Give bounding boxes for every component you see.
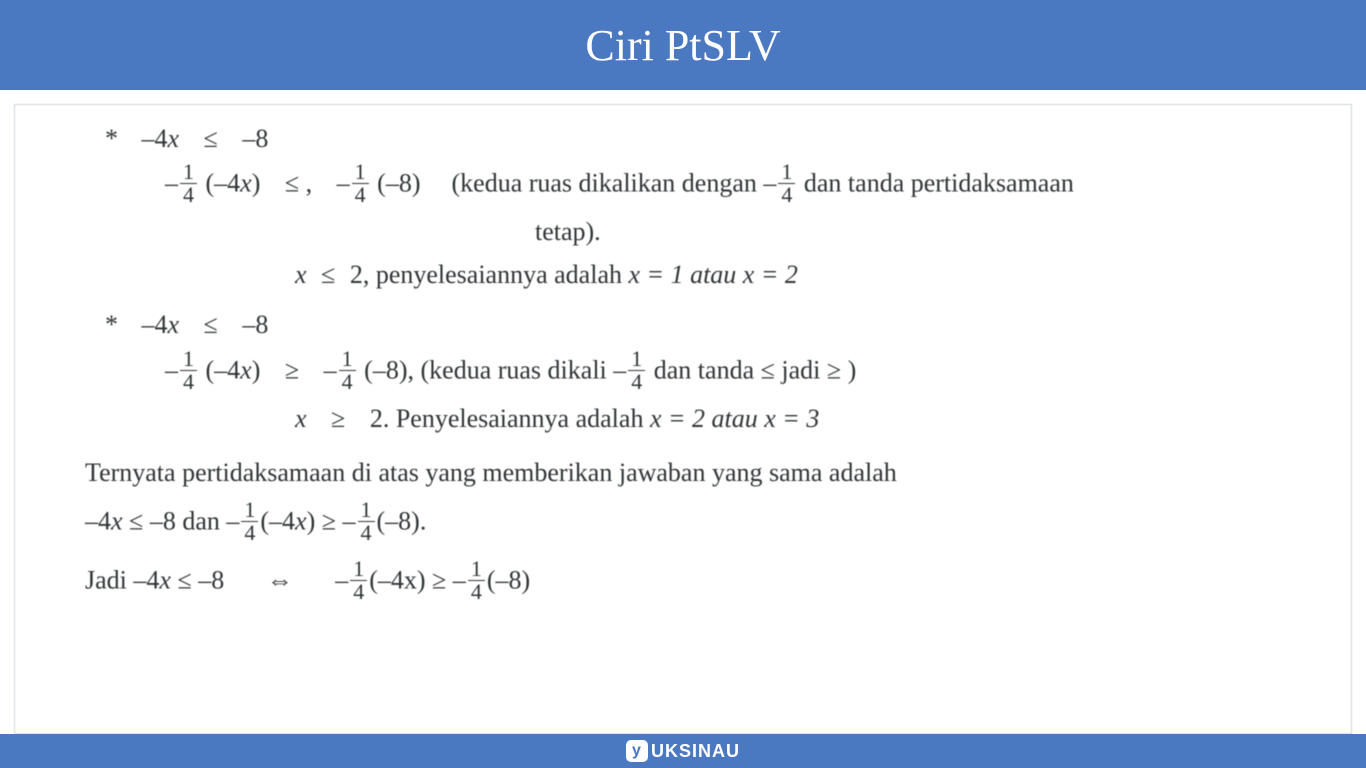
fraction: 14 bbox=[468, 558, 485, 603]
conclusion-p2: –4x ≤ –8 dan –14(–4x) ≥ –14(–8). bbox=[85, 501, 1291, 546]
footer-bar: y UKSINAU bbox=[0, 734, 1366, 768]
content-wrapper: * –4x ≤ –8 –14 (–4x) ≤ , –14 (–8) (kedua… bbox=[0, 90, 1366, 734]
b1-line3: x ≤ 2, penyelesaiannya adalah x = 1 atau… bbox=[105, 257, 1291, 293]
brand-text: UKSINAU bbox=[651, 741, 740, 762]
math-content-box: * –4x ≤ –8 –14 (–4x) ≤ , –14 (–8) (kedua… bbox=[14, 104, 1352, 734]
b2-line1: * –4x ≤ –8 bbox=[105, 307, 1291, 343]
b2-line3: x ≥ 2. Penyelesaiannya adalah x = 2 atau… bbox=[105, 401, 1291, 437]
fraction: 14 bbox=[352, 161, 369, 206]
fraction: 14 bbox=[180, 161, 197, 206]
brand-badge: y UKSINAU bbox=[626, 740, 740, 762]
solution-text: x = 1 atau x = 2 bbox=[628, 260, 797, 289]
bullet-icon: * bbox=[105, 121, 135, 157]
fraction: 14 bbox=[358, 499, 375, 544]
page-title: Ciri PtSLV bbox=[585, 20, 780, 71]
fraction: 14 bbox=[350, 558, 367, 603]
fraction: 14 bbox=[241, 499, 258, 544]
solution-text: x = 2 atau x = 3 bbox=[650, 404, 819, 433]
b1-line2b: tetap). bbox=[105, 214, 1291, 250]
header-bar: Ciri PtSLV bbox=[0, 0, 1366, 90]
fraction: 14 bbox=[180, 348, 197, 393]
bullet-icon: * bbox=[105, 307, 135, 343]
fraction: 14 bbox=[628, 348, 645, 393]
brand-icon: y bbox=[626, 740, 648, 762]
conclusion-p1: Ternyata pertidaksamaan di atas yang mem… bbox=[85, 455, 1291, 491]
conclusion-p3: Jadi –4x ≤ –8 ⇔ –14(–4x) ≥ –14(–8) bbox=[85, 560, 1291, 605]
fraction: 14 bbox=[339, 348, 356, 393]
b1-line2: –14 (–4x) ≤ , –14 (–8) (kedua ruas dikal… bbox=[105, 163, 1291, 208]
fraction: 14 bbox=[778, 161, 795, 206]
b2-line2: –14 (–4x) ≥ –14 (–8), (kedua ruas dikali… bbox=[105, 350, 1291, 395]
b1-line1: * –4x ≤ –8 bbox=[105, 121, 1291, 157]
